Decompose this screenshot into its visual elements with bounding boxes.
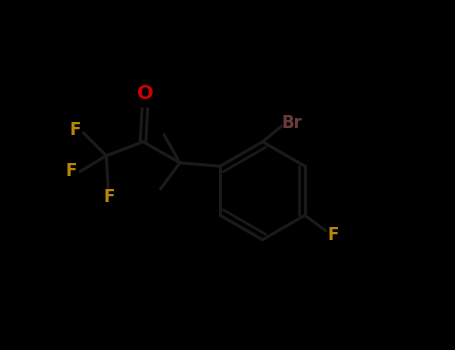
Text: F: F bbox=[328, 226, 339, 244]
Text: Br: Br bbox=[281, 114, 302, 132]
Text: F: F bbox=[70, 120, 81, 139]
Text: F: F bbox=[103, 188, 115, 206]
Text: F: F bbox=[65, 162, 76, 180]
Text: O: O bbox=[136, 84, 153, 103]
